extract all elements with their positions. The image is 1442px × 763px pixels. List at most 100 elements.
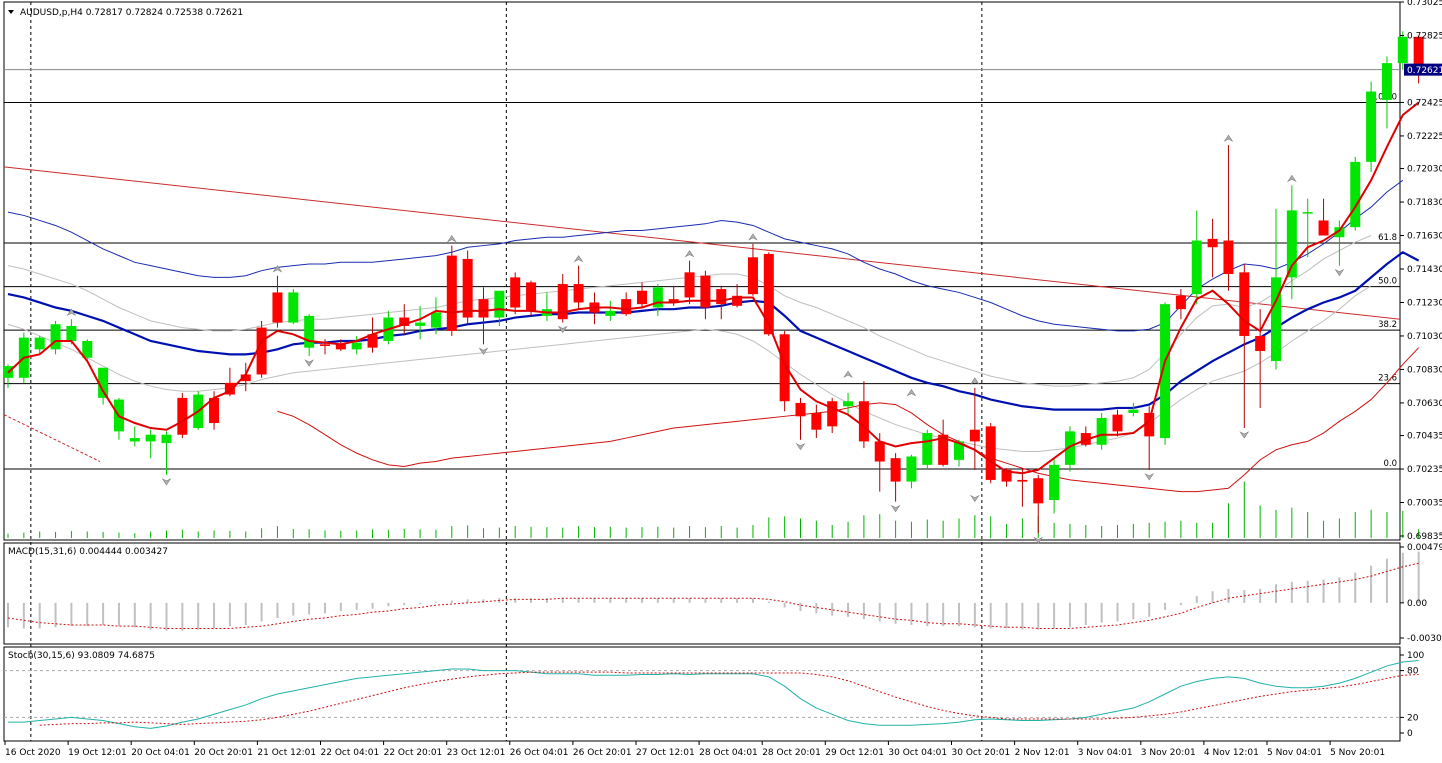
candle[interactable] xyxy=(1175,289,1186,320)
fractal-up-icon xyxy=(573,255,584,263)
candle-body xyxy=(526,282,537,311)
candle[interactable] xyxy=(415,305,426,340)
candle-body xyxy=(367,334,378,348)
candle[interactable] xyxy=(510,272,521,315)
candle[interactable] xyxy=(922,429,933,470)
candle[interactable] xyxy=(1144,406,1155,470)
candle[interactable] xyxy=(732,284,743,308)
candle[interactable] xyxy=(843,392,854,415)
candle[interactable] xyxy=(652,284,663,316)
candle[interactable] xyxy=(34,335,45,355)
candle[interactable] xyxy=(462,250,473,325)
candle-body xyxy=(906,456,917,482)
candle[interactable] xyxy=(811,404,822,439)
candle-body xyxy=(335,344,346,350)
candle[interactable] xyxy=(1017,468,1028,507)
candle[interactable] xyxy=(747,243,758,296)
collapse-arrow-icon[interactable] xyxy=(8,10,14,14)
candle-body xyxy=(430,312,441,328)
candle[interactable] xyxy=(1160,302,1171,445)
candle[interactable] xyxy=(304,314,315,357)
candle-body xyxy=(98,367,109,398)
candle[interactable] xyxy=(1413,35,1424,84)
fractal-down-icon xyxy=(1239,431,1250,439)
candle-body xyxy=(1239,272,1250,336)
candle[interactable] xyxy=(1397,31,1408,70)
candle-body xyxy=(557,284,568,320)
candle[interactable] xyxy=(177,392,188,439)
time-tick-label: 21 Oct 12:01 xyxy=(257,748,316,758)
candle[interactable] xyxy=(478,287,489,345)
candle[interactable] xyxy=(763,252,774,336)
candle[interactable] xyxy=(272,275,283,328)
candle[interactable] xyxy=(700,270,711,320)
candle[interactable] xyxy=(1112,409,1123,437)
candle[interactable] xyxy=(890,453,901,502)
candle[interactable] xyxy=(1350,156,1361,231)
candle[interactable] xyxy=(1271,208,1281,370)
candle[interactable] xyxy=(240,362,251,392)
candle[interactable] xyxy=(969,387,980,470)
candle[interactable] xyxy=(50,320,61,355)
candle-body xyxy=(732,295,743,306)
candle[interactable] xyxy=(1033,474,1044,534)
stoch-panel-frame xyxy=(3,646,1401,742)
candle[interactable] xyxy=(858,381,869,449)
candle[interactable] xyxy=(494,290,505,326)
candle[interactable] xyxy=(621,292,632,316)
candle[interactable] xyxy=(1128,402,1139,417)
fractal-up-icon xyxy=(843,370,853,378)
candle[interactable] xyxy=(351,335,362,355)
candle[interactable] xyxy=(1191,210,1202,305)
candle[interactable] xyxy=(98,367,109,405)
candle[interactable] xyxy=(145,429,156,459)
candle[interactable] xyxy=(288,289,299,325)
candle-body xyxy=(779,334,790,402)
candle[interactable] xyxy=(1223,145,1234,291)
candle[interactable] xyxy=(1318,198,1329,236)
candle[interactable] xyxy=(82,339,93,362)
candle[interactable] xyxy=(573,265,584,310)
candle[interactable] xyxy=(1064,426,1075,472)
candle[interactable] xyxy=(161,431,172,475)
candle[interactable] xyxy=(430,297,441,335)
candle[interactable] xyxy=(637,282,647,308)
candle-body xyxy=(1413,36,1424,70)
candle-body xyxy=(272,292,283,323)
candle[interactable] xyxy=(1381,56,1392,129)
candle[interactable] xyxy=(605,300,616,321)
time-tick-label: 30 Oct 04:01 xyxy=(888,748,947,758)
candle[interactable] xyxy=(1049,458,1060,514)
candle[interactable] xyxy=(1366,81,1377,172)
candle[interactable] xyxy=(1080,426,1091,447)
candle[interactable] xyxy=(1334,220,1345,266)
candle[interactable] xyxy=(256,320,267,378)
candle[interactable] xyxy=(827,397,838,434)
candle[interactable] xyxy=(716,285,727,320)
candle[interactable] xyxy=(985,423,996,484)
candle[interactable] xyxy=(795,397,806,440)
candle[interactable] xyxy=(1096,412,1107,450)
candle-body xyxy=(858,401,869,442)
candle-body xyxy=(1160,304,1171,439)
candle[interactable] xyxy=(938,419,949,467)
candle[interactable] xyxy=(1239,263,1250,429)
candle[interactable] xyxy=(684,260,695,305)
candle[interactable] xyxy=(557,274,568,323)
candle[interactable] xyxy=(906,454,917,489)
candle[interactable] xyxy=(1286,185,1297,300)
candle[interactable] xyxy=(1207,218,1218,278)
candle[interactable] xyxy=(446,245,457,336)
time-tick-label: 26 Oct 04:01 xyxy=(510,748,569,758)
candle[interactable] xyxy=(1255,309,1266,408)
candle[interactable] xyxy=(399,304,410,335)
time-tick-label: 3 Nov 04:01 xyxy=(1078,748,1133,758)
candle[interactable] xyxy=(129,426,140,447)
candle[interactable] xyxy=(541,292,552,321)
time-tick-label: 30 Oct 20:01 xyxy=(952,748,1011,758)
candle[interactable] xyxy=(874,433,885,492)
candle[interactable] xyxy=(954,439,964,467)
fractal-markers xyxy=(66,134,1345,545)
candle[interactable] xyxy=(779,330,790,412)
